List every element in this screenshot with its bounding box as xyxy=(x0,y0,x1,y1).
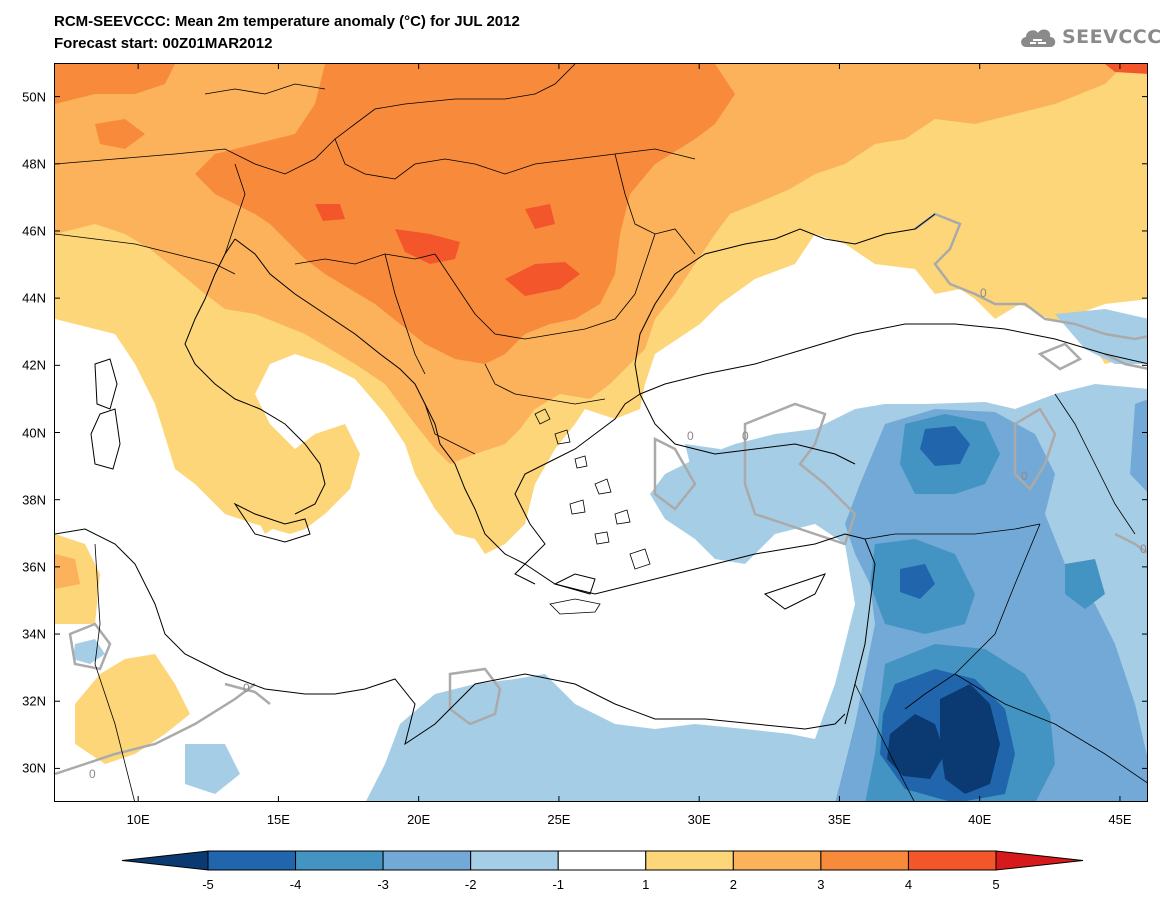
cloud-icon xyxy=(1021,29,1056,47)
colorbar-extend-high xyxy=(995,850,1084,871)
map-panel: 0 0 0 0 0 0 0 xyxy=(54,63,1148,802)
lat-tick-label: 48N xyxy=(22,156,46,172)
lon-tick-label: 30E xyxy=(687,812,711,827)
colorbar-segment xyxy=(557,850,647,871)
lat-tick-label: 34N xyxy=(22,626,46,642)
colorbar-extend-low xyxy=(121,850,209,871)
aegean-islands xyxy=(534,408,651,615)
title-line-2: Forecast start: 00Z01MAR2012 xyxy=(54,35,273,52)
lon-tick-label: 15E xyxy=(266,812,290,827)
colorbar-tick-label: 5 xyxy=(992,877,1000,892)
colorbar-tick-label: -4 xyxy=(289,877,302,892)
colorbar-tick-label: -3 xyxy=(377,877,389,892)
lon-tick-label: 40E xyxy=(968,812,992,827)
contour-label: 0 xyxy=(89,767,96,781)
lat-tick-label: 44N xyxy=(22,290,46,306)
anomaly-fill-below-minus5 xyxy=(887,684,1000,794)
temperature-anomaly-map xyxy=(55,64,1147,801)
contour-label: 0 xyxy=(687,429,694,443)
lat-tick-label: 36N xyxy=(22,559,46,575)
colorbar-tick-label: 4 xyxy=(904,877,913,892)
lon-tick-label: 25E xyxy=(547,812,571,827)
colorbar-tick-label: -5 xyxy=(202,877,214,892)
lon-tick-label: 10E xyxy=(126,812,150,827)
lon-tick-label: 35E xyxy=(827,812,851,827)
lat-tick-label: 46N xyxy=(22,223,46,239)
colorbar-segment xyxy=(470,850,559,871)
zero-contour-lines xyxy=(55,212,1147,776)
colorbar-tick-label: 2 xyxy=(729,877,737,892)
lat-tick-label: 32N xyxy=(22,693,46,709)
colorbar-segment xyxy=(820,850,909,871)
colorbar-segment xyxy=(732,850,822,871)
contour-label: 0 xyxy=(1140,542,1147,556)
anomaly-fill-4-5 xyxy=(315,64,1147,296)
colorbar-segment xyxy=(207,850,297,871)
colorbar-tick-label: -1 xyxy=(552,877,564,892)
anomaly-fill-3-4 xyxy=(55,64,735,364)
lat-tick-label: 42N xyxy=(22,357,46,373)
colorbar-segment xyxy=(382,850,472,871)
lon-tick-label: 45E xyxy=(1108,812,1132,827)
lat-tick-label: 50N xyxy=(22,89,46,105)
lat-tick-label: 30N xyxy=(22,760,46,776)
colorbar-tick-label: 1 xyxy=(642,877,650,892)
coastlines xyxy=(55,213,1147,746)
contour-label: 0 xyxy=(742,429,749,443)
title-line-1: RCM-SEEVCCC: Mean 2m temperature anomaly… xyxy=(54,13,520,30)
colorbar-segment xyxy=(295,850,384,871)
contour-label: 0 xyxy=(1021,469,1028,483)
colorbar-tick-label: -2 xyxy=(464,877,477,892)
contour-label: 0 xyxy=(980,286,987,300)
lat-tick-label: 40N xyxy=(22,425,46,440)
colorbar-segment xyxy=(645,850,734,871)
seevccc-logo: SEEVCCC xyxy=(1018,22,1162,52)
lat-tick-label: 38N xyxy=(22,492,46,508)
lon-tick-label: 20E xyxy=(407,812,431,827)
country-borders xyxy=(55,64,1147,801)
logo-text: SEEVCCC xyxy=(1062,26,1162,48)
colorbar-tick-label: 3 xyxy=(817,877,825,892)
contour-label: 0 xyxy=(243,681,250,695)
colorbar-segment xyxy=(907,850,997,871)
